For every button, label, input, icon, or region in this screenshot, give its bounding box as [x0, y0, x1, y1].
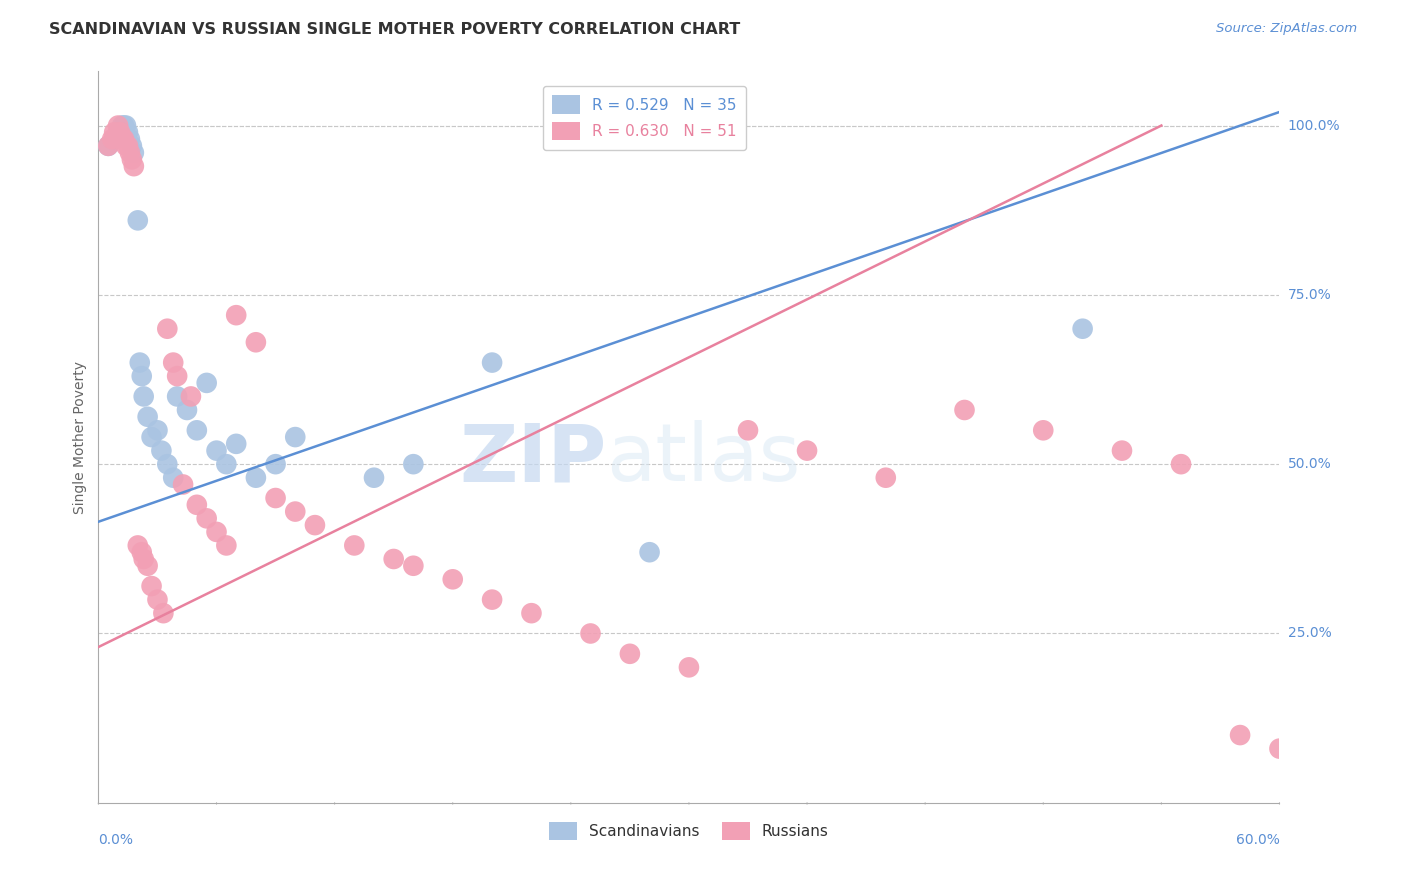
- Point: [186, 498, 208, 512]
- Point: [172, 477, 194, 491]
- Point: [796, 443, 818, 458]
- Point: [150, 443, 173, 458]
- Point: [245, 335, 267, 350]
- Point: [131, 369, 153, 384]
- Point: [180, 389, 202, 403]
- Point: [117, 125, 139, 139]
- Point: [245, 471, 267, 485]
- Point: [166, 389, 188, 403]
- Point: [141, 579, 163, 593]
- Point: [176, 403, 198, 417]
- Point: [520, 606, 543, 620]
- Point: [127, 538, 149, 552]
- Point: [382, 552, 405, 566]
- Point: [737, 423, 759, 437]
- Point: [131, 545, 153, 559]
- Text: atlas: atlas: [606, 420, 800, 498]
- Point: [402, 457, 425, 471]
- Point: [112, 132, 135, 146]
- Text: 0.0%: 0.0%: [98, 833, 134, 847]
- Point: [875, 471, 897, 485]
- Point: [162, 355, 184, 369]
- Point: [481, 355, 503, 369]
- Text: 100.0%: 100.0%: [1288, 119, 1340, 133]
- Point: [108, 125, 131, 139]
- Point: [1229, 728, 1251, 742]
- Text: Source: ZipAtlas.com: Source: ZipAtlas.com: [1216, 22, 1357, 36]
- Point: [195, 511, 218, 525]
- Point: [111, 119, 134, 133]
- Point: [264, 491, 287, 505]
- Point: [118, 132, 141, 146]
- Point: [195, 376, 218, 390]
- Point: [122, 145, 145, 160]
- Point: [115, 139, 138, 153]
- Point: [402, 558, 425, 573]
- Point: [186, 423, 208, 437]
- Point: [146, 592, 169, 607]
- Point: [1268, 741, 1291, 756]
- Point: [127, 213, 149, 227]
- Point: [122, 159, 145, 173]
- Point: [103, 132, 125, 146]
- Point: [441, 572, 464, 586]
- Point: [678, 660, 700, 674]
- Point: [205, 524, 228, 539]
- Point: [343, 538, 366, 552]
- Point: [481, 592, 503, 607]
- Point: [579, 626, 602, 640]
- Point: [225, 308, 247, 322]
- Point: [166, 369, 188, 384]
- Point: [215, 457, 238, 471]
- Point: [1170, 457, 1192, 471]
- Point: [107, 119, 129, 133]
- Point: [152, 606, 174, 620]
- Point: [146, 423, 169, 437]
- Point: [128, 355, 150, 369]
- Text: SCANDINAVIAN VS RUSSIAN SINGLE MOTHER POVERTY CORRELATION CHART: SCANDINAVIAN VS RUSSIAN SINGLE MOTHER PO…: [49, 22, 741, 37]
- Point: [103, 125, 125, 139]
- Text: 60.0%: 60.0%: [1236, 833, 1279, 847]
- Point: [112, 119, 135, 133]
- Text: ZIP: ZIP: [458, 420, 606, 498]
- Point: [156, 322, 179, 336]
- Point: [115, 119, 138, 133]
- Point: [953, 403, 976, 417]
- Point: [284, 505, 307, 519]
- Point: [136, 409, 159, 424]
- Point: [304, 518, 326, 533]
- Point: [1032, 423, 1054, 437]
- Point: [107, 125, 129, 139]
- Point: [1071, 322, 1094, 336]
- Point: [111, 132, 134, 146]
- Point: [619, 647, 641, 661]
- Point: [101, 132, 124, 146]
- Legend: Scandinavians, Russians: Scandinavians, Russians: [543, 815, 835, 847]
- Point: [121, 153, 143, 167]
- Point: [136, 558, 159, 573]
- Y-axis label: Single Mother Poverty: Single Mother Poverty: [73, 360, 87, 514]
- Text: 50.0%: 50.0%: [1288, 458, 1331, 471]
- Point: [132, 552, 155, 566]
- Point: [225, 437, 247, 451]
- Point: [363, 471, 385, 485]
- Point: [205, 443, 228, 458]
- Point: [162, 471, 184, 485]
- Text: 75.0%: 75.0%: [1288, 288, 1331, 301]
- Point: [118, 145, 141, 160]
- Text: 25.0%: 25.0%: [1288, 626, 1331, 640]
- Point: [1111, 443, 1133, 458]
- Point: [121, 139, 143, 153]
- Point: [132, 389, 155, 403]
- Point: [264, 457, 287, 471]
- Point: [117, 139, 139, 153]
- Point: [97, 139, 120, 153]
- Point: [141, 430, 163, 444]
- Point: [215, 538, 238, 552]
- Point: [156, 457, 179, 471]
- Point: [97, 139, 120, 153]
- Point: [284, 430, 307, 444]
- Point: [638, 545, 661, 559]
